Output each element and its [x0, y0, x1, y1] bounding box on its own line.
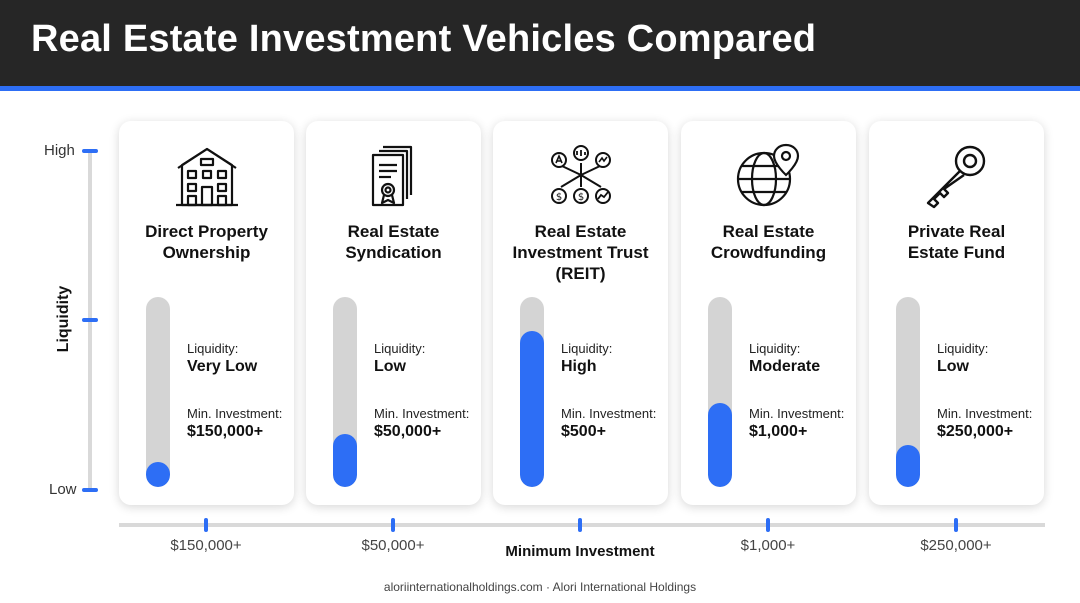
vehicle-card: Real Estate Syndication Liquidity: Low Min. … — [306, 121, 481, 505]
x-tick-label: $250,000+ — [920, 537, 992, 554]
liquidity-value: Moderate — [749, 358, 821, 375]
min-investment-label: Min. Investment: — [749, 406, 845, 421]
x-tick — [204, 518, 208, 532]
vehicle-title: Real Estate Investment Trust (REIT) — [499, 221, 662, 284]
globe-pin-icon — [734, 141, 804, 211]
x-tick-label: $50,000+ — [361, 537, 425, 554]
liquidity-value: High — [561, 358, 597, 375]
liquidity-meter-track — [333, 297, 357, 487]
y-tick-label-low: Low — [49, 481, 77, 498]
liquidity-meter-bar — [896, 445, 920, 487]
x-axis-line — [119, 523, 1045, 527]
header-bar: Real Estate Investment Vehicles Compared — [0, 0, 1080, 86]
y-tick-high — [82, 149, 98, 153]
min-investment-label: Min. Investment: — [187, 406, 283, 421]
vehicle-title-line: (REIT) — [555, 264, 606, 283]
vehicle-title-line: Ownership — [162, 243, 251, 262]
vehicle-title-line: Real Estate — [534, 222, 627, 241]
vehicle-card: $ $ Real Estate Investment Trust (REIT) Liqui… — [493, 121, 668, 505]
min-investment-value: $150,000+ — [187, 423, 264, 440]
x-tick — [766, 518, 770, 532]
vehicle-title-line: Direct Property — [145, 222, 268, 241]
min-investment-value: $250,000+ — [937, 423, 1014, 440]
vehicle-title: Direct Property Ownership — [125, 221, 288, 263]
svg-text:$: $ — [577, 192, 583, 203]
vehicle-card: Direct Property Ownership Liquidity: Very L… — [119, 121, 294, 505]
liquidity-value: Low — [937, 358, 969, 375]
x-tick — [578, 518, 582, 532]
liquidity-meter-bar — [333, 434, 357, 487]
contract-icon — [359, 141, 429, 211]
header-accent-rule — [0, 86, 1080, 91]
liquidity-label: Liquidity: — [937, 341, 989, 356]
y-tick-label-high: High — [44, 142, 75, 159]
vehicle-title-line: Real Estate — [347, 222, 440, 241]
x-tick-label: $150,000+ — [170, 537, 242, 554]
svg-text:$: $ — [555, 192, 561, 203]
liquidity-label: Liquidity: — [561, 341, 613, 356]
x-tick — [954, 518, 958, 532]
min-investment-value: $1,000+ — [749, 423, 808, 440]
vehicle-title-line: Real Estate — [722, 222, 815, 241]
vehicle-title-line: Estate Fund — [907, 243, 1006, 262]
liquidity-meter-bar — [708, 403, 732, 487]
x-axis-title: Minimum Investment — [505, 543, 655, 560]
min-investment-label: Min. Investment: — [937, 406, 1033, 421]
liquidity-label: Liquidity: — [749, 341, 801, 356]
liquidity-label: Liquidity: — [187, 341, 239, 356]
vehicle-title: Real Estate Crowdfunding — [687, 221, 850, 263]
liquidity-value: Low — [374, 358, 406, 375]
footer-credit: aloriinternationalholdings.com · Alori I… — [383, 580, 697, 594]
building-icon — [172, 141, 242, 211]
x-tick-label: $1,000+ — [740, 537, 796, 554]
liquidity-meter-bar — [146, 462, 170, 487]
min-investment-label: Min. Investment: — [561, 406, 657, 421]
liquidity-value: Very Low — [187, 358, 258, 375]
vehicle-card: Private Real Estate Fund Liquidity: Low Min.… — [869, 121, 1044, 505]
min-investment-value: $500+ — [561, 423, 606, 440]
liquidity-meter-track — [146, 297, 170, 487]
network-icon: $ $ — [546, 141, 616, 211]
vehicle-title-line: Syndication — [345, 243, 442, 262]
liquidity-meter-track — [896, 297, 920, 487]
key-icon — [922, 141, 992, 211]
liquidity-meter-track — [708, 297, 732, 487]
vehicle-title-line: Private Real — [907, 222, 1006, 241]
y-axis-title: Liquidity — [55, 285, 72, 353]
y-tick-low — [82, 488, 98, 492]
vehicle-title-line: Investment Trust — [512, 243, 649, 262]
x-tick — [391, 518, 395, 532]
vehicle-title-line: Crowdfunding — [710, 243, 827, 262]
liquidity-meter-bar — [520, 331, 544, 487]
page-title: Real Estate Investment Vehicles Compared — [31, 18, 817, 60]
min-investment-value: $50,000+ — [374, 423, 442, 440]
liquidity-meter-track — [520, 297, 544, 487]
vehicle-title: Real Estate Syndication — [312, 221, 475, 263]
vehicle-card: Real Estate Crowdfunding Liquidity: Moderat… — [681, 121, 856, 505]
liquidity-label: Liquidity: — [374, 341, 426, 356]
min-investment-label: Min. Investment: — [374, 406, 470, 421]
y-tick-mid — [82, 318, 98, 322]
vehicle-title: Private Real Estate Fund — [875, 221, 1038, 263]
